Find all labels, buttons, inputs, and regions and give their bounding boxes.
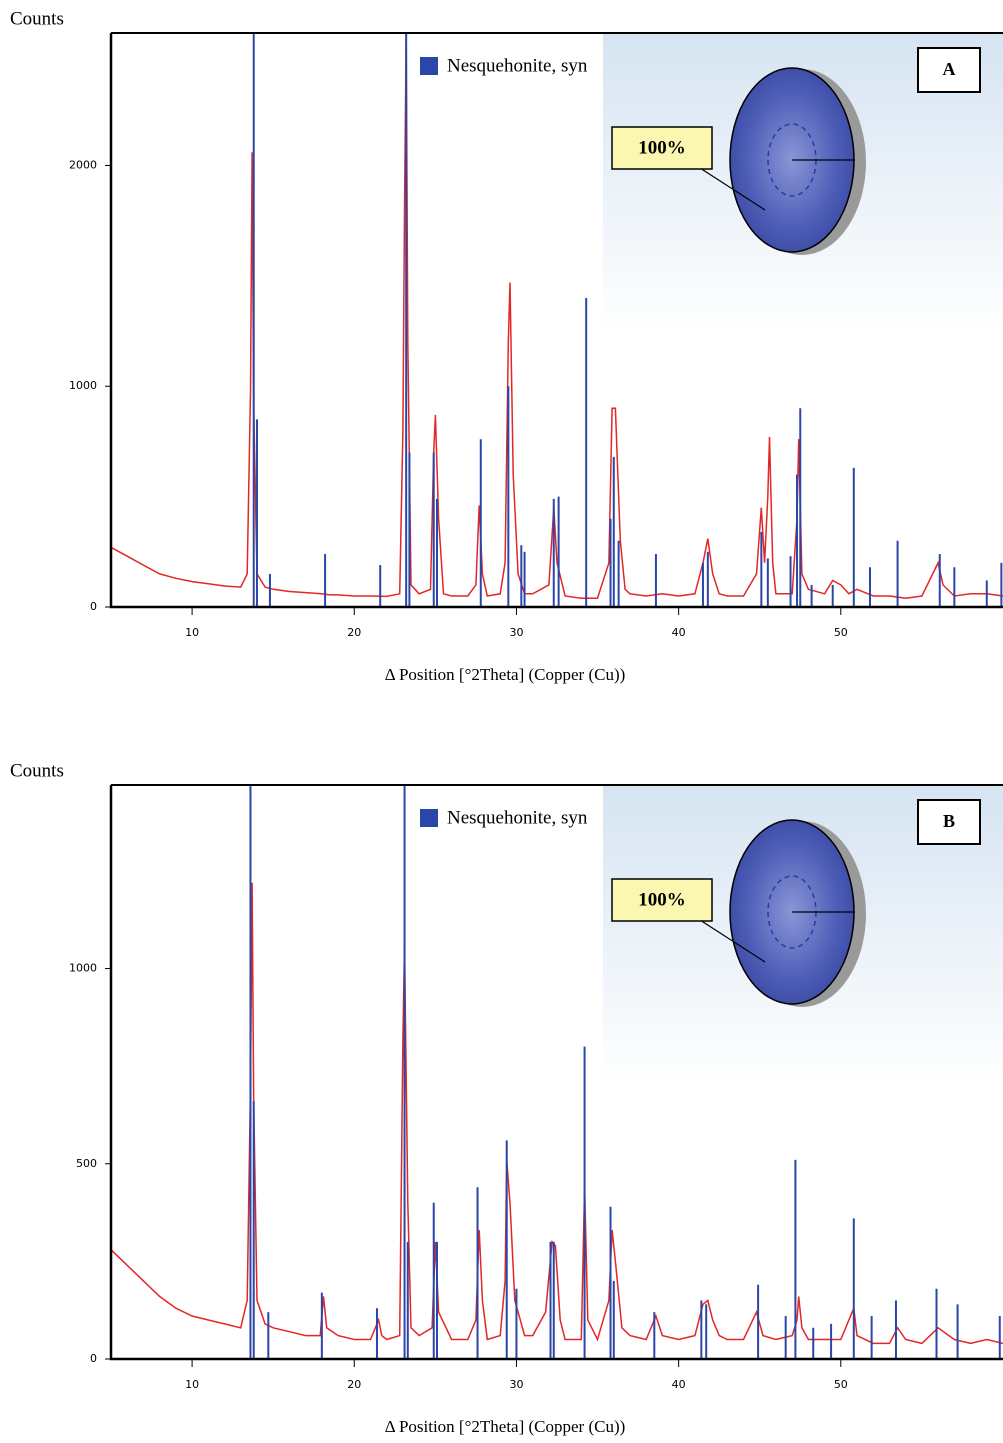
callout-line xyxy=(699,919,766,963)
panel-label: B xyxy=(943,811,955,831)
y-tick-label: 1000 xyxy=(69,379,97,392)
panel-label-box xyxy=(917,799,981,845)
callout-box xyxy=(611,878,713,922)
callout-box xyxy=(611,126,713,170)
plot-data xyxy=(111,33,1003,607)
x-tick-label: 40 xyxy=(672,626,686,639)
x-axis-title: Δ Position [°2Theta] (Copper (Cu)) xyxy=(385,1417,626,1436)
y-tick-label: 0 xyxy=(90,1352,97,1365)
x-tick-label: 10 xyxy=(185,1378,199,1391)
callout-line xyxy=(699,167,766,211)
panel: Counts Δ Position [°2Theta] (Copper (Cu))… xyxy=(10,760,1003,1436)
y-tick-label: 1000 xyxy=(69,962,97,975)
x-tick-label: 20 xyxy=(347,1378,361,1391)
x-tick-label: 30 xyxy=(509,1378,523,1391)
pattern-line xyxy=(111,882,1003,1345)
panel: Counts Δ Position [°2Theta] (Copper (Cu))… xyxy=(10,8,1003,684)
x-tick-label: 10 xyxy=(185,626,199,639)
panel-label-box xyxy=(917,47,981,93)
x-tick-label: 20 xyxy=(347,626,361,639)
axes xyxy=(109,785,1003,1361)
y-axis-title: Counts xyxy=(10,760,64,781)
legend-swatch xyxy=(420,809,438,827)
y-tick-label: 2000 xyxy=(69,158,97,171)
x-tick-label: 40 xyxy=(672,1378,686,1391)
x-tick-label: 50 xyxy=(834,1378,848,1391)
x-tick-label: 50 xyxy=(834,626,848,639)
legend-label: Nesquehonite, syn xyxy=(447,807,588,828)
x-tick-label: 30 xyxy=(509,626,523,639)
panel-label: A xyxy=(943,59,956,79)
callout-text: 100% xyxy=(638,137,686,158)
plot-data xyxy=(111,785,1003,1359)
x-axis-title: Δ Position [°2Theta] (Copper (Cu)) xyxy=(385,665,626,684)
y-axis-title: Counts xyxy=(10,8,64,29)
legend-label: Nesquehonite, syn xyxy=(447,55,588,76)
legend-swatch xyxy=(420,57,438,75)
y-tick-label: 0 xyxy=(90,600,97,613)
axes xyxy=(109,33,1003,609)
callout-text: 100% xyxy=(638,889,686,910)
y-tick-label: 500 xyxy=(76,1157,97,1170)
